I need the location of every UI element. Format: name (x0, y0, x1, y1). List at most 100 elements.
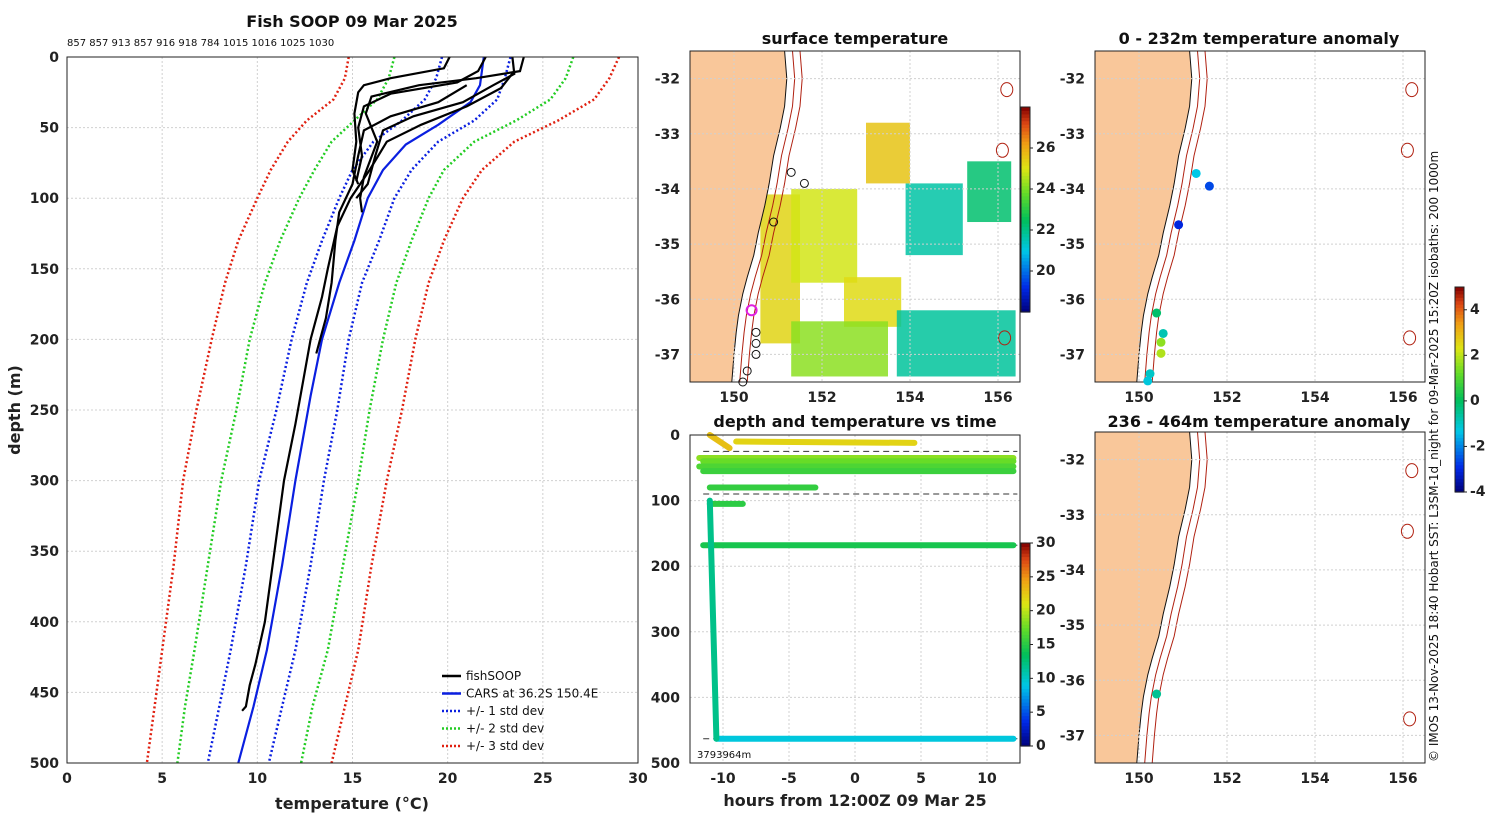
colorbar-cell (1455, 440, 1464, 445)
colorbar-cell (1455, 386, 1464, 391)
colorbar-cell (1021, 546, 1030, 551)
anomaly-point (1204, 181, 1214, 191)
colorbar-cell (1021, 712, 1030, 717)
colorbar-cell (1455, 358, 1464, 363)
x-tick-label: 5 (157, 771, 167, 787)
lat-tick-label: -36 (655, 292, 680, 308)
lat-tick-label: -35 (1060, 618, 1085, 634)
colorbar-cell (1021, 658, 1030, 663)
isobath-island (1405, 82, 1419, 98)
x-tick-label: 20 (438, 771, 458, 787)
colorbar-cell (1455, 471, 1464, 476)
x-tick-label: 30 (628, 771, 648, 787)
colorbar-cell (1455, 293, 1464, 298)
colorbar-frame (1454, 286, 1465, 493)
sst-patch (905, 183, 963, 256)
colorbar-cell (1021, 124, 1030, 129)
lat-tick-label: -33 (655, 127, 680, 143)
colorbar-cell (1021, 202, 1030, 207)
x-tick-label: 25 (533, 771, 552, 787)
colorbar-cell (1021, 647, 1030, 652)
colorbar-cell (1455, 416, 1464, 421)
colorbar-cell (1455, 413, 1464, 418)
colorbar-label: 10 (1036, 670, 1056, 686)
depth-time-annotation: 3793964m (697, 750, 751, 761)
colorbar-cell (1021, 178, 1030, 183)
profile-ylabel: depth (m) (5, 365, 24, 455)
colorbar-cell (1455, 379, 1464, 384)
colorbar-cell (1021, 543, 1030, 547)
profile-grid (66, 56, 639, 764)
colorbar-cell (1021, 281, 1030, 286)
colorbar-cell (1021, 212, 1030, 217)
colorbar-label: 5 (1036, 704, 1046, 720)
series-fishsoop (355, 56, 516, 199)
colorbar-cell (1021, 620, 1030, 625)
colorbar-label: 20 (1036, 263, 1056, 279)
series--3-std (330, 56, 621, 764)
colorbar-cell (1021, 233, 1030, 238)
sst-colorbar: 20 22 24 26 (1020, 106, 1056, 313)
lon-tick-label: 152 (1212, 771, 1241, 787)
colorbar-cell (1021, 298, 1030, 303)
colorbar-cell (1021, 226, 1030, 231)
colorbar-cell (1021, 563, 1030, 568)
colorbar-cell (1021, 664, 1030, 669)
colorbar-frame (1020, 106, 1031, 313)
colorbar-cell (1021, 705, 1030, 710)
plot-frame (689, 434, 1021, 764)
colorbar-cell (1021, 216, 1030, 221)
colorbar-cell (1021, 171, 1030, 176)
y-tick-label: 350 (30, 544, 59, 560)
colorbar-cell (1455, 488, 1464, 493)
colorbar-cell (1455, 468, 1464, 473)
y-tick-label: 400 (651, 690, 680, 706)
upper-anomaly-map: -32 -33 -34 -35 -36 -37 150 152 154 156 -4 -2 0 2 4 (1060, 50, 1486, 500)
series-fishsoop (241, 70, 516, 712)
colorbar-cell (1021, 661, 1030, 666)
colorbar-cell (1021, 130, 1030, 135)
colorbar-cell (1021, 674, 1030, 679)
upper-anomaly-title: 0 - 232m temperature anomaly (1119, 29, 1400, 48)
colorbar-cell (1021, 288, 1030, 293)
station-marker (751, 338, 761, 348)
y-tick-label: 0 (49, 50, 59, 66)
depth-time-xlabel: hours from 12:00Z 09 Mar 25 (723, 791, 986, 810)
colorbar-cell (1021, 230, 1030, 235)
colorbar-cell (1021, 553, 1030, 558)
lon-tick-label: 150 (719, 390, 748, 406)
colorbar-cell (1455, 474, 1464, 479)
lon-tick-label: 154 (1300, 390, 1329, 406)
colorbar-label: 22 (1036, 222, 1055, 238)
sst-title: surface temperature (762, 29, 949, 48)
colorbar-cell (1455, 461, 1464, 466)
colorbar-cell (1455, 355, 1464, 360)
legend-label: CARS at 36.2S 150.4E (466, 687, 598, 701)
lat-tick-label: -32 (1060, 72, 1085, 88)
colorbar-cell (1021, 154, 1030, 159)
anomaly-point (1156, 348, 1166, 358)
map-frame (1094, 431, 1426, 764)
legend-label: +/- 3 std dev (466, 739, 544, 753)
y-tick-label: 200 (30, 332, 59, 348)
profile-lines (145, 56, 621, 764)
colorbar-cell (1021, 274, 1030, 279)
colorbar-cell (1455, 423, 1464, 428)
colorbar-cell (1021, 107, 1030, 112)
colorbar-cell (1455, 410, 1464, 415)
sst-patch (791, 321, 888, 377)
anomaly-point (1191, 168, 1201, 178)
colorbar-cell (1021, 590, 1030, 595)
profile-panel: Fish SOOP 09 Mar 2025 857 857 913 857 91… (5, 12, 648, 813)
colorbar-cell (1021, 722, 1030, 727)
colorbar-cell (1021, 583, 1030, 588)
x-tick-label: -10 (710, 771, 736, 787)
lat-tick-label: -37 (655, 347, 680, 363)
y-tick-label: 400 (30, 615, 59, 631)
station-marker (769, 217, 779, 227)
colorbar-cell (1021, 137, 1030, 142)
colorbar-cell (1455, 457, 1464, 462)
lat-tick-label: -36 (1060, 673, 1085, 689)
station-marker (738, 377, 748, 387)
colorbar-cell (1455, 464, 1464, 469)
